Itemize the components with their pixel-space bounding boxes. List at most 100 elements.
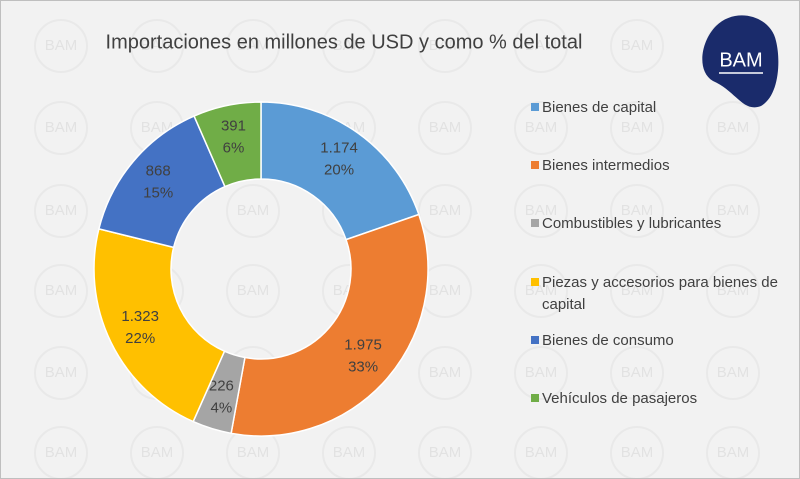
watermark-circle <box>610 101 664 155</box>
watermark: BAM <box>621 444 654 461</box>
watermark-circle <box>34 19 88 73</box>
watermark: BAM <box>525 119 558 136</box>
watermark: BAM <box>621 37 654 54</box>
watermark: BAM <box>45 202 78 219</box>
watermark: BAM <box>333 444 366 461</box>
watermark: BAM <box>717 202 750 219</box>
watermark-circle <box>34 346 88 400</box>
watermark-circle <box>418 101 472 155</box>
legend-swatch <box>531 103 539 111</box>
watermark: BAM <box>333 37 366 54</box>
watermark-circle <box>610 346 664 400</box>
percent-label: 4% <box>211 400 233 417</box>
legend-swatch <box>531 278 539 286</box>
value-label: 1.323 <box>121 308 159 325</box>
legend-swatch <box>531 336 539 344</box>
legend-entry: Vehículos de pasajeros <box>531 388 781 410</box>
watermark: BAM <box>141 37 174 54</box>
watermark: BAM <box>45 364 78 381</box>
watermark-circle <box>514 346 568 400</box>
legend-label: Bienes intermedios <box>542 157 670 174</box>
watermark-circle <box>418 184 472 238</box>
watermark: BAM <box>429 202 462 219</box>
legend-entry: Piezas y accesorios para bienes de capit… <box>531 272 781 316</box>
watermark-circle <box>34 264 88 318</box>
watermark-circle <box>514 184 568 238</box>
watermark-circle <box>418 346 472 400</box>
watermark: BAM <box>525 37 558 54</box>
watermark-circle <box>226 184 280 238</box>
logo-shape <box>702 15 779 108</box>
watermark-circle <box>322 19 376 73</box>
watermark: BAM <box>237 282 270 299</box>
legend-swatch <box>531 161 539 169</box>
value-label: 1.975 <box>344 337 382 354</box>
watermark: BAM <box>621 202 654 219</box>
watermark-circle <box>610 426 664 478</box>
watermark-circle <box>34 101 88 155</box>
watermark-circle <box>706 101 760 155</box>
watermark: BAM <box>141 444 174 461</box>
watermark-circle <box>514 264 568 318</box>
watermark: BAM <box>717 119 750 136</box>
watermark-circle <box>514 101 568 155</box>
chart-title: Importaciones en millones de USD y como … <box>106 31 583 53</box>
watermark-circle <box>226 264 280 318</box>
watermark: BAM <box>621 364 654 381</box>
value-label: 1.174 <box>320 139 358 156</box>
watermark: BAM <box>717 282 750 299</box>
watermark-circle <box>706 184 760 238</box>
legend-entry: Bienes de capital <box>531 97 781 119</box>
percent-label: 20% <box>324 161 354 178</box>
watermark: BAM <box>429 119 462 136</box>
legend-label: Combustibles y lubricantes <box>542 215 722 232</box>
value-label: 391 <box>221 117 246 134</box>
watermark-circle <box>706 346 760 400</box>
percent-label: 6% <box>223 139 245 156</box>
watermark: BAM <box>45 37 78 54</box>
watermark: BAM <box>525 282 558 299</box>
donut-slice <box>193 101 262 188</box>
watermark-circle <box>610 19 664 73</box>
watermark-circle <box>706 426 760 478</box>
donut-slice <box>230 213 429 437</box>
watermark: BAM <box>45 119 78 136</box>
watermark: BAM <box>45 282 78 299</box>
watermark-circle <box>610 184 664 238</box>
legend-label: Bienes de consumo <box>542 332 674 349</box>
watermark: BAM <box>717 364 750 381</box>
watermark: BAM <box>525 444 558 461</box>
percent-label: 15% <box>143 184 173 201</box>
watermark-circle <box>130 19 184 73</box>
legend-label: Bienes de capital <box>542 99 657 116</box>
watermark: BAM <box>45 444 78 461</box>
watermark: BAM <box>237 37 270 54</box>
watermark: BAM <box>237 444 270 461</box>
legend-label: Piezas y accesorios para bienes de capit… <box>542 274 778 313</box>
watermark-circle <box>226 19 280 73</box>
donut-slice <box>260 101 420 241</box>
watermark: BAM <box>429 282 462 299</box>
watermark: BAM <box>429 37 462 54</box>
legend-swatch <box>531 219 539 227</box>
watermark: BAM <box>621 119 654 136</box>
watermark: BAM <box>429 364 462 381</box>
watermark-circle <box>706 264 760 318</box>
watermark: BAM <box>525 202 558 219</box>
watermark-circle <box>514 426 568 478</box>
watermark-circle <box>34 426 88 478</box>
watermark: BAM <box>525 364 558 381</box>
value-label: 868 <box>146 162 171 179</box>
watermark-circle <box>322 426 376 478</box>
watermark-circle <box>418 426 472 478</box>
legend-entry: Bienes intermedios <box>531 155 781 177</box>
value-label: 226 <box>209 378 234 395</box>
watermark-circle <box>418 19 472 73</box>
watermark-circle <box>514 19 568 73</box>
watermark: BAM <box>717 444 750 461</box>
legend-entry: Combustibles y lubricantes <box>531 213 781 235</box>
donut-slice <box>93 227 226 423</box>
percent-label: 33% <box>348 359 378 376</box>
logo-text: BAM <box>719 49 762 71</box>
